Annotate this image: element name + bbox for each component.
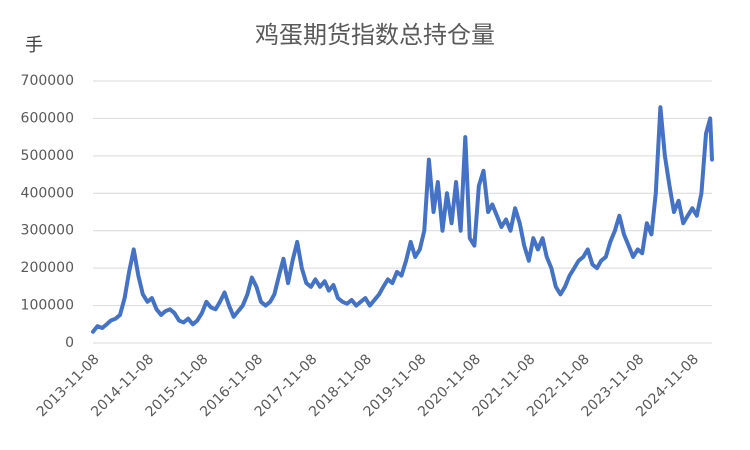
data-line — [91, 105, 714, 334]
chart-title: 鸡蛋期货指数总持仓量 — [255, 21, 495, 49]
y-tick-label: 600000 — [21, 110, 74, 126]
y-tick-label: 0 — [65, 335, 74, 351]
y-tick-label: 200000 — [21, 260, 74, 276]
y-tick-label: 400000 — [21, 185, 74, 201]
y-axis-label: 手 — [25, 35, 43, 56]
y-tick-label: 500000 — [21, 148, 74, 164]
y-tick-label: 100000 — [21, 298, 74, 314]
y-tick-label: 700000 — [21, 73, 74, 89]
y-tick-label: 300000 — [21, 223, 74, 239]
